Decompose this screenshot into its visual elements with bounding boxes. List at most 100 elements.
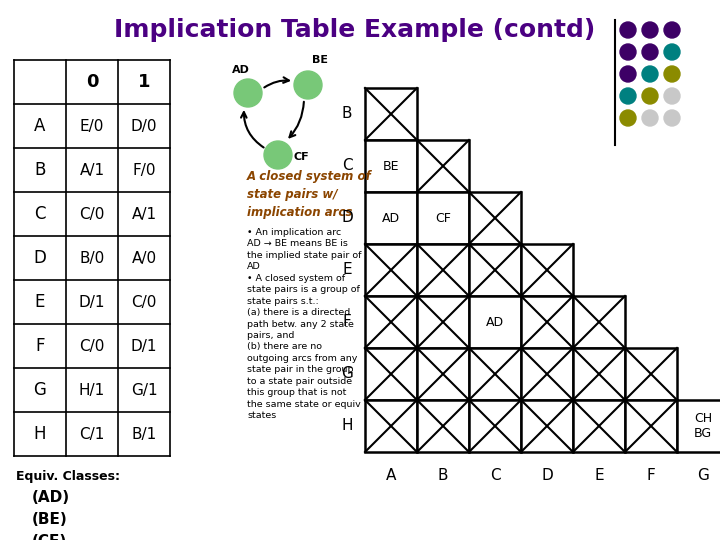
Text: F/0: F/0 [132,163,156,178]
Text: A/1: A/1 [79,163,104,178]
Bar [417,192,469,244]
Bar [469,296,521,348]
Text: 0: 0 [86,73,98,91]
Bar [417,400,469,452]
Text: E: E [342,262,352,278]
Text: H: H [34,425,46,443]
Text: Equiv. Classes:: Equiv. Classes: [16,470,120,483]
Text: CF: CF [294,152,310,162]
Bar [365,400,417,452]
Circle shape [642,66,658,82]
Text: C: C [342,159,352,173]
Text: G: G [697,468,709,483]
Text: C/0: C/0 [79,339,104,354]
Text: C/1: C/1 [79,427,104,442]
Text: G: G [34,381,46,399]
Circle shape [664,22,680,38]
Bar [677,400,720,452]
Text: B/1: B/1 [131,427,157,442]
Circle shape [664,44,680,60]
Circle shape [620,44,636,60]
Text: BE: BE [312,55,328,65]
Text: Implication Table Example (contd): Implication Table Example (contd) [114,18,595,42]
Bar [521,348,573,400]
Bar [573,400,625,452]
Circle shape [642,88,658,104]
Text: F: F [35,337,45,355]
Circle shape [642,44,658,60]
Text: CH
BG: CH BG [694,412,712,440]
Text: AD: AD [232,65,250,75]
Text: F: F [647,468,655,483]
Text: B: B [35,161,45,179]
Bar [625,400,677,452]
Text: C: C [35,205,46,223]
Bar [469,244,521,296]
Text: F: F [343,314,351,329]
Bar [469,348,521,400]
Text: A/0: A/0 [132,251,156,266]
Bar [365,140,417,192]
Text: B: B [342,106,352,122]
Text: D/1: D/1 [131,339,157,354]
Text: G/1: G/1 [131,382,157,397]
Text: D: D [541,468,553,483]
Text: AD: AD [382,212,400,225]
Text: D: D [341,211,353,226]
Circle shape [264,141,292,169]
Bar [625,348,677,400]
Circle shape [664,66,680,82]
Bar [521,244,573,296]
Text: D/0: D/0 [131,118,157,133]
Bar [573,348,625,400]
Text: 1: 1 [138,73,150,91]
Text: G: G [341,367,353,381]
Text: (CF): (CF) [32,534,67,540]
Circle shape [234,79,262,107]
Text: D: D [34,249,46,267]
Circle shape [664,88,680,104]
Text: B/0: B/0 [79,251,104,266]
Bar [365,88,417,140]
Circle shape [620,110,636,126]
Text: A: A [35,117,45,135]
Bar [521,400,573,452]
Bar [417,348,469,400]
Circle shape [294,71,322,99]
Text: B: B [438,468,449,483]
Text: BE: BE [383,159,400,172]
Text: (AD): (AD) [32,490,70,505]
Text: A closed system of
state pairs w/
implication arcs: A closed system of state pairs w/ implic… [247,170,372,219]
Circle shape [642,22,658,38]
Bar [573,296,625,348]
Text: H: H [341,418,353,434]
Bar [469,192,521,244]
Bar [417,140,469,192]
Bar [417,244,469,296]
Bar [521,296,573,348]
Text: C/0: C/0 [131,294,157,309]
Bar [417,296,469,348]
Bar [365,192,417,244]
Bar [469,400,521,452]
Bar [365,244,417,296]
Circle shape [620,66,636,82]
Text: A/1: A/1 [132,206,156,221]
Circle shape [620,22,636,38]
Bar [365,348,417,400]
Text: AD: AD [486,315,504,328]
Text: E: E [35,293,45,311]
Text: C: C [490,468,500,483]
Circle shape [664,110,680,126]
Text: E: E [594,468,604,483]
Circle shape [642,110,658,126]
Circle shape [620,88,636,104]
Text: CF: CF [435,212,451,225]
Text: E/0: E/0 [80,118,104,133]
Text: C/0: C/0 [79,206,104,221]
Text: • An implication arc
AD → BE means BE is
the implied state pair of
AD
• A closed: • An implication arc AD → BE means BE is… [247,228,361,420]
Bar [365,296,417,348]
Text: (BE): (BE) [32,512,68,527]
Text: D/1: D/1 [78,294,105,309]
Text: H/1: H/1 [79,382,105,397]
